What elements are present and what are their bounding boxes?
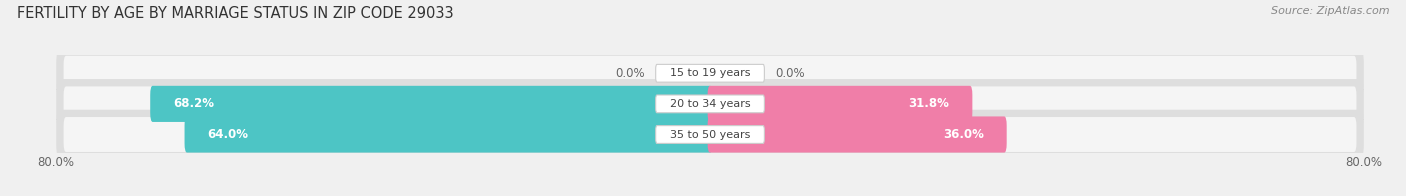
FancyBboxPatch shape (63, 117, 1357, 152)
FancyBboxPatch shape (56, 110, 1364, 159)
Text: 68.2%: 68.2% (173, 97, 214, 110)
FancyBboxPatch shape (184, 116, 713, 152)
Text: 36.0%: 36.0% (943, 128, 984, 141)
Legend: Married, Unmarried: Married, Unmarried (627, 194, 793, 196)
Text: 64.0%: 64.0% (208, 128, 249, 141)
Text: 20 to 34 years: 20 to 34 years (669, 99, 751, 109)
FancyBboxPatch shape (707, 86, 973, 122)
FancyBboxPatch shape (56, 48, 1364, 98)
FancyBboxPatch shape (655, 126, 765, 143)
FancyBboxPatch shape (56, 79, 1364, 129)
Text: 0.0%: 0.0% (776, 67, 806, 80)
FancyBboxPatch shape (655, 64, 765, 82)
FancyBboxPatch shape (63, 86, 1357, 121)
FancyBboxPatch shape (655, 95, 765, 113)
Text: FERTILITY BY AGE BY MARRIAGE STATUS IN ZIP CODE 29033: FERTILITY BY AGE BY MARRIAGE STATUS IN Z… (17, 6, 454, 21)
Text: 31.8%: 31.8% (908, 97, 949, 110)
FancyBboxPatch shape (707, 116, 1007, 152)
Text: 15 to 19 years: 15 to 19 years (669, 68, 751, 78)
FancyBboxPatch shape (150, 86, 713, 122)
FancyBboxPatch shape (63, 56, 1357, 91)
Text: Source: ZipAtlas.com: Source: ZipAtlas.com (1271, 6, 1389, 16)
Text: 35 to 50 years: 35 to 50 years (669, 130, 751, 140)
Text: 0.0%: 0.0% (614, 67, 644, 80)
